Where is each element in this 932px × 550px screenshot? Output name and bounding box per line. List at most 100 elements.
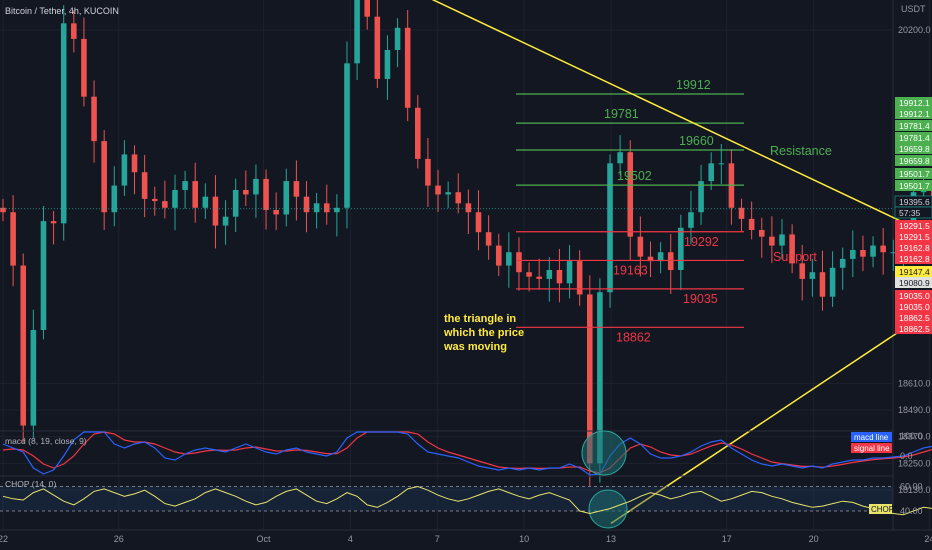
candle[interactable] [182,170,188,209]
chop-pane[interactable] [0,485,932,529]
candle[interactable] [698,164,704,225]
candle[interactable] [334,194,340,237]
candle[interactable] [576,250,583,306]
signal-line[interactable] [2,431,932,474]
candle[interactable] [212,175,219,249]
candle[interactable] [890,239,897,271]
time-tick-label[interactable]: 24 [924,534,932,544]
candle[interactable] [425,138,431,207]
macd-pane[interactable] [2,430,932,476]
time-tick-label[interactable]: 17 [722,534,732,544]
time-axis[interactable]: 2226Oct47101317202427Nov47 [0,534,932,544]
price-pane[interactable]: 19912 19781 19660 19502 19292 19163 19035 18862 [0,0,932,530]
candle[interactable] [607,154,613,308]
candle[interactable] [192,162,199,223]
chop-title[interactable]: CHOP (14, 0) [5,479,57,489]
candle[interactable] [121,140,128,196]
candle[interactable] [344,41,350,229]
candle[interactable] [779,219,785,260]
candle[interactable] [435,169,441,212]
descending-trendline[interactable] [206,0,932,269]
candle[interactable] [455,173,462,214]
candle[interactable] [364,0,370,30]
candle[interactable] [303,181,310,233]
candle[interactable] [404,10,411,122]
symbol-title[interactable]: Bitcoin / Tether, 4h, KUCOIN [5,6,119,16]
candle[interactable] [678,214,684,291]
candle[interactable] [81,17,87,107]
candle[interactable] [738,198,745,232]
candle[interactable] [0,198,6,222]
candle[interactable] [384,35,391,100]
time-tick-label[interactable]: 7 [435,534,440,544]
candle[interactable] [354,0,360,80]
time-tick-label[interactable]: 10 [519,534,529,544]
candle[interactable] [60,5,67,241]
candle[interactable] [850,230,856,278]
candle[interactable] [758,217,765,258]
time-tick-label[interactable]: Oct [257,534,272,544]
candle[interactable] [516,237,522,291]
candle[interactable] [222,200,229,245]
time-tick-label[interactable]: 20 [809,534,819,544]
candle[interactable] [232,178,239,232]
candle[interactable] [526,262,532,292]
candle[interactable] [708,152,714,190]
candle[interactable] [162,180,168,219]
candle[interactable] [617,135,623,176]
candle[interactable] [506,232,512,288]
candle[interactable] [546,257,553,302]
candle[interactable] [415,95,421,169]
time-tick-label[interactable]: 4 [348,534,353,544]
macd-title[interactable]: macd (8, 19, close, 9) [5,436,87,446]
candle[interactable] [10,195,16,287]
time-tick-label[interactable]: 13 [606,534,616,544]
candle[interactable] [91,80,97,163]
candle[interactable] [273,192,279,231]
candle[interactable] [627,140,634,261]
candle[interactable] [323,184,330,225]
candle[interactable] [637,216,644,277]
candle[interactable] [647,241,654,278]
ascending-trendline[interactable] [610,263,932,524]
candle[interactable] [20,253,27,443]
candle[interactable] [445,181,451,209]
candle[interactable] [293,160,300,221]
candle[interactable] [111,166,118,227]
candle[interactable] [151,186,158,216]
candle[interactable] [495,233,502,276]
time-tick-label[interactable]: 26 [114,534,124,544]
candle[interactable] [313,192,320,229]
candle[interactable] [374,0,381,88]
candle[interactable] [657,242,664,274]
candle[interactable] [71,10,77,53]
candle[interactable] [860,235,866,272]
chop-line[interactable] [2,485,932,516]
candle[interactable] [688,190,694,245]
candle[interactable] [243,170,249,206]
candle[interactable] [30,309,37,439]
candle[interactable] [485,215,492,260]
candle[interactable] [263,169,269,230]
candle[interactable] [799,244,806,301]
candle[interactable] [769,216,775,263]
candle[interactable] [394,18,401,68]
candle[interactable] [465,189,472,234]
candle[interactable] [101,130,107,230]
candle[interactable] [880,228,886,275]
candle[interactable] [40,206,47,340]
candle[interactable] [809,258,816,297]
candle[interactable] [819,250,826,311]
candle[interactable] [283,168,290,227]
candle[interactable] [475,190,482,251]
candle[interactable] [50,211,57,245]
macd-line[interactable] [2,431,932,476]
candle[interactable] [131,145,138,195]
candle[interactable] [748,201,755,240]
candle[interactable] [141,154,148,218]
candle[interactable] [202,183,209,219]
candle[interactable] [930,162,932,222]
time-tick-label[interactable]: 22 [0,534,8,544]
candle[interactable] [718,144,725,184]
